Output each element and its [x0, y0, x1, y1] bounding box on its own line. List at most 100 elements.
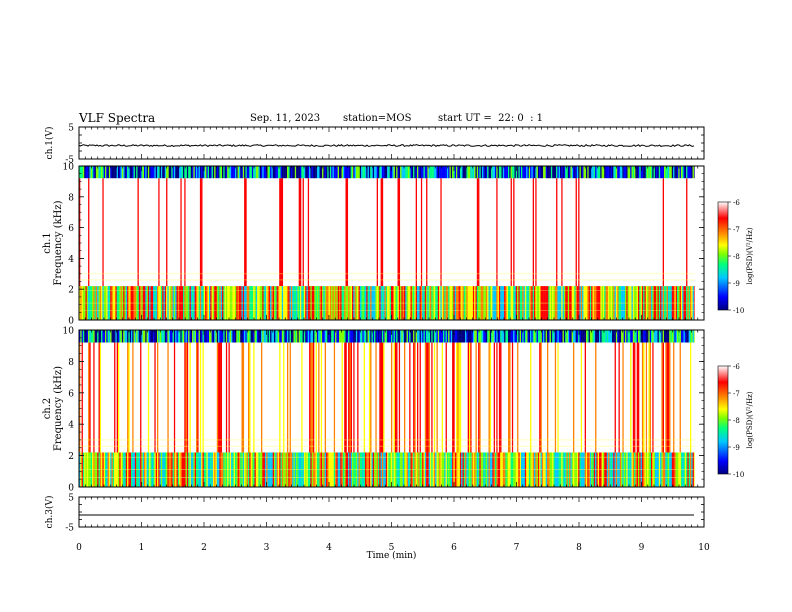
spectrogram-cell	[384, 330, 386, 343]
spectrogram-cell	[570, 330, 572, 343]
spectrogram-cell	[336, 342, 338, 453]
spectrogram-cell	[125, 330, 128, 343]
spectrogram-cell	[687, 178, 689, 287]
spectrogram-cell	[485, 166, 488, 179]
spectrogram-cell	[586, 330, 588, 343]
spectrogram-cell	[517, 166, 519, 179]
spectrogram-cell	[214, 178, 216, 287]
spectrogram-cell	[413, 178, 415, 287]
spectrogram-cell	[401, 166, 403, 179]
spectrogram-cell	[463, 342, 466, 453]
spectrogram-cell	[497, 166, 500, 179]
spectrogram-cell	[231, 342, 233, 453]
spectrogram-cell	[346, 342, 349, 453]
spectrogram-cell	[440, 166, 442, 179]
spectrogram-cell	[461, 330, 463, 343]
spectrogram-cell	[144, 342, 146, 453]
spectrogram-cell	[508, 178, 510, 287]
spectrogram-cell	[366, 166, 368, 179]
spectrogram-cell	[440, 330, 442, 343]
spectrogram-cell	[411, 342, 414, 453]
spectrogram-cell	[107, 166, 110, 179]
y-tick-label: 10	[63, 327, 75, 337]
spectrogram-cell	[238, 342, 241, 453]
spectrogram-cell	[378, 166, 380, 179]
spectrogram-cell	[597, 342, 600, 453]
spectrogram-cell	[202, 166, 204, 179]
spectrogram-cell	[202, 178, 204, 287]
spectrogram-cell	[657, 166, 659, 179]
spectrogram-cell	[353, 342, 355, 453]
spectrogram-cell	[582, 342, 584, 453]
spectrogram-cell	[357, 330, 359, 343]
spectrogram-cell	[345, 342, 347, 453]
spectrogram-cell	[621, 342, 623, 453]
spectrogram-cell	[218, 178, 220, 287]
spectrogram-cell	[479, 342, 481, 453]
spectrogram-cell	[149, 166, 151, 179]
spectrogram-cell	[267, 178, 269, 287]
spectrogram-cell	[545, 342, 548, 453]
spectrogram-cell	[563, 166, 566, 179]
spectrogram-cell	[561, 330, 563, 343]
spectrogram-cell	[626, 330, 628, 343]
spectrogram-cell	[229, 330, 232, 343]
spectrogram-cell	[190, 342, 193, 453]
spectrogram-cell	[532, 178, 535, 287]
spectrogram-cell	[657, 342, 659, 453]
spectrogram-cell	[617, 330, 619, 343]
spectrogram-cell	[220, 166, 223, 179]
spectrogram-cell	[534, 178, 536, 287]
spectrogram-cell	[244, 166, 246, 179]
spectrogram-cell	[406, 178, 409, 287]
spectrogram-cell	[157, 178, 159, 287]
spectrogram-cell	[648, 330, 650, 343]
spectrogram-cell	[439, 178, 441, 287]
spectrogram-cell	[484, 166, 487, 179]
spectrogram-cell	[652, 166, 654, 179]
spectrogram-cell	[523, 330, 526, 343]
spectrogram-cell	[593, 178, 596, 287]
spectrogram-cell	[112, 178, 115, 287]
spectrogram-cell	[586, 342, 588, 453]
spectrogram-cell	[641, 330, 644, 343]
spectrogram-cell	[140, 342, 142, 453]
spectrogram-cell	[618, 330, 620, 343]
spectrogram-cell	[185, 330, 188, 343]
spectrogram-cell	[341, 342, 344, 453]
spectrogram-cell	[509, 342, 511, 453]
spectrogram-cell	[417, 330, 419, 343]
spectrogram-cell	[129, 178, 132, 287]
spectrogram-cell	[609, 342, 611, 453]
spectrogram-cell	[297, 330, 299, 343]
spectrogram-cell	[106, 330, 108, 343]
spectrogram-cell	[367, 342, 370, 453]
spectrogram-cell	[311, 178, 314, 287]
spectrogram-cell	[545, 166, 548, 179]
spectrogram-cell	[154, 178, 156, 287]
spectrogram-cell	[349, 342, 351, 453]
spectrogram-cell	[296, 342, 298, 453]
spectrogram-cell	[315, 166, 318, 179]
colorbar-label: log(PSD)(V²/Hz)	[746, 227, 754, 284]
spectrogram-cell	[553, 342, 555, 453]
spectrogram-cell	[554, 166, 557, 179]
spectrogram-cell	[348, 342, 350, 453]
spectrogram-cell	[220, 330, 223, 343]
spectrogram-cell	[131, 330, 133, 343]
spectrogram-cell	[414, 178, 416, 287]
spectrogram-cell	[524, 342, 527, 453]
spectrogram-cell	[123, 178, 125, 287]
spectrogram-cell	[214, 166, 216, 179]
spectrogram-cell	[653, 342, 656, 453]
spectrogram-cell	[216, 166, 219, 179]
spectrogram-cell	[544, 330, 546, 343]
spectrogram-cell	[237, 178, 240, 287]
spectrogram-cell	[647, 342, 649, 453]
spectrogram-cell	[137, 166, 139, 179]
spectrogram-cell	[467, 178, 470, 287]
spectrogram-cell	[621, 166, 623, 179]
spectrogram-cell	[589, 166, 592, 179]
spectrogram-cell	[651, 178, 653, 287]
spectrogram-cell	[518, 166, 520, 179]
